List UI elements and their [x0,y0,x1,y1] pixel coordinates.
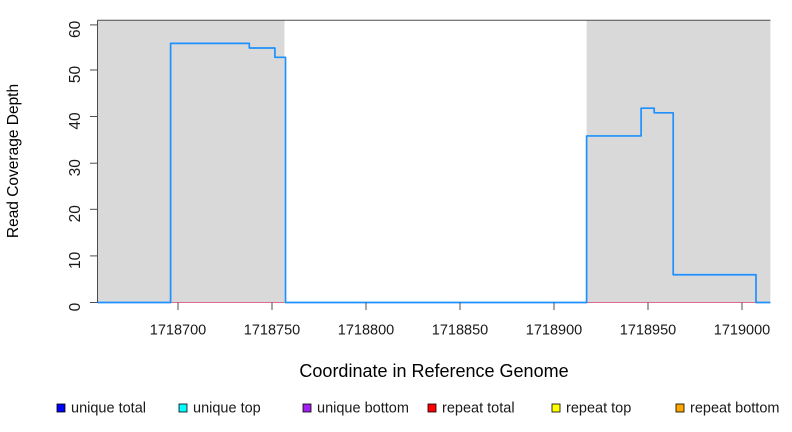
svg-text:repeat total: repeat total [442,401,515,417]
svg-text:0: 0 [67,302,84,311]
svg-text:unique top: unique top [193,401,261,417]
svg-text:Read Coverage Depth: Read Coverage Depth [5,84,22,238]
svg-text:40: 40 [67,112,84,130]
svg-text:Coordinate in Reference Genome: Coordinate in Reference Genome [299,361,568,381]
svg-text:repeat bottom: repeat bottom [690,401,779,417]
svg-text:repeat top: repeat top [566,401,631,417]
svg-text:1718950: 1718950 [620,323,676,339]
svg-text:1718900: 1718900 [526,323,582,339]
svg-text:50: 50 [67,66,84,84]
svg-text:unique bottom: unique bottom [317,401,409,417]
svg-text:1718800: 1718800 [338,323,394,339]
svg-text:1718850: 1718850 [432,323,488,339]
svg-text:10: 10 [67,251,84,269]
svg-text:60: 60 [67,20,84,38]
svg-text:1719000: 1719000 [714,323,770,339]
svg-text:unique total: unique total [71,401,146,417]
svg-text:20: 20 [67,205,84,223]
svg-text:1718700: 1718700 [150,323,206,339]
svg-text:30: 30 [67,159,84,177]
svg-text:1718750: 1718750 [244,323,300,339]
